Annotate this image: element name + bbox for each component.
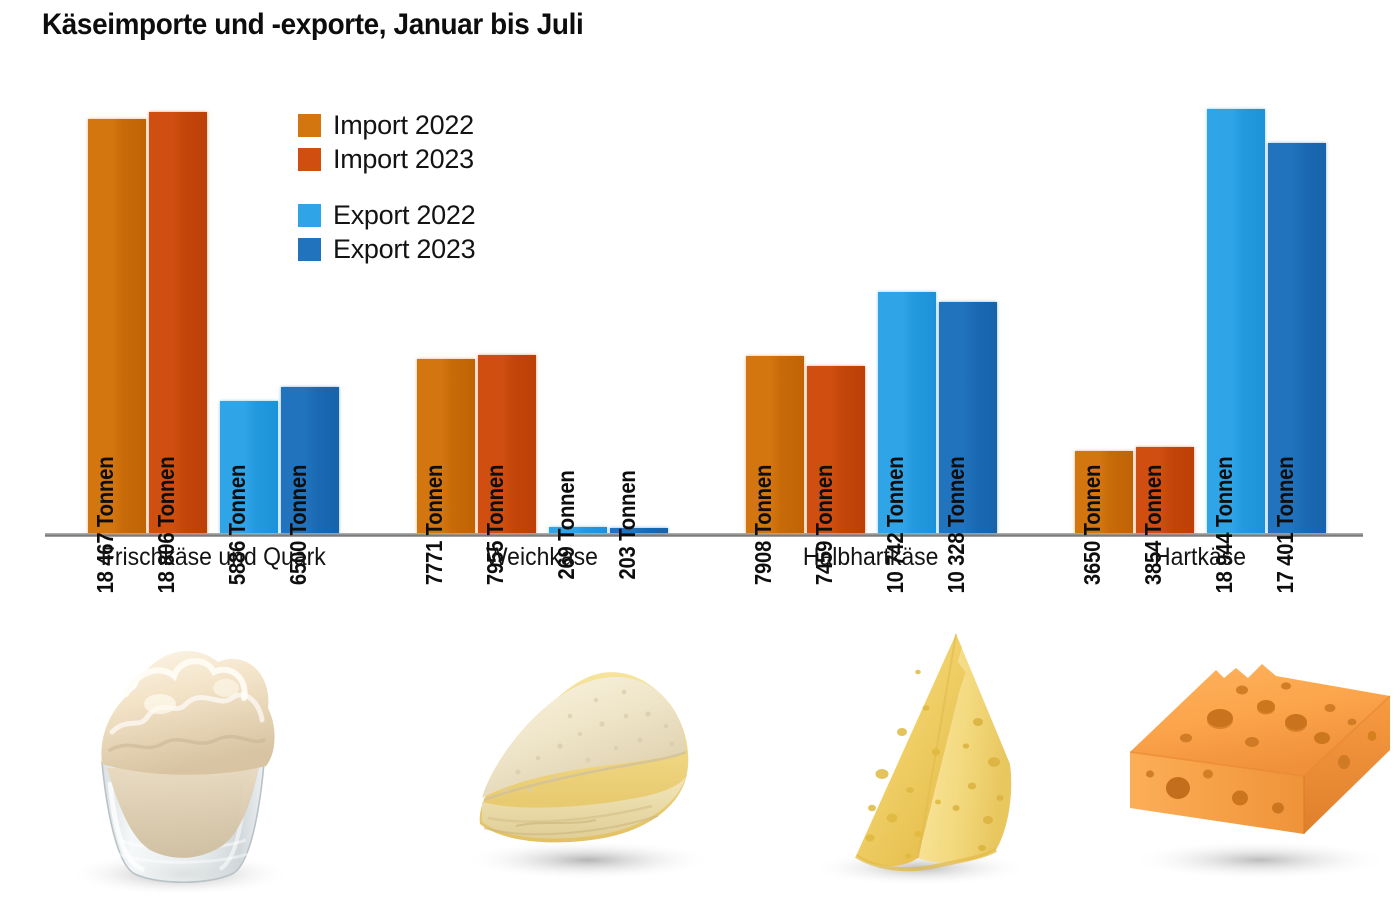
category-label: Weichkäse bbox=[485, 543, 599, 571]
bar[interactable] bbox=[220, 401, 278, 533]
bar[interactable] bbox=[1075, 451, 1133, 533]
legend-label-export-2023: Export 2023 bbox=[333, 233, 476, 264]
legend-swatch-export-2023 bbox=[298, 237, 321, 261]
bar[interactable] bbox=[417, 359, 475, 533]
legend-swatch-export-2022 bbox=[298, 203, 321, 227]
category-label: Halbhartkäse bbox=[803, 543, 939, 571]
bar[interactable] bbox=[1268, 143, 1326, 533]
legend-item-export-2022[interactable]: Export 2022 bbox=[298, 198, 528, 232]
category-label: Frischkäse und Quark bbox=[100, 543, 326, 571]
bar[interactable] bbox=[281, 387, 339, 533]
bar[interactable] bbox=[610, 528, 668, 533]
legend-label-import-2022: Import 2022 bbox=[333, 109, 474, 140]
bar[interactable] bbox=[1207, 109, 1265, 533]
legend-label-import-2023: Import 2023 bbox=[333, 143, 474, 174]
legend-item-import-2023[interactable]: Import 2023 bbox=[298, 142, 528, 176]
legend-swatch-import-2023 bbox=[298, 147, 321, 171]
bar[interactable] bbox=[549, 527, 607, 533]
bar[interactable] bbox=[746, 356, 804, 533]
bar[interactable] bbox=[878, 292, 936, 533]
legend: Import 2022 Import 2023 Export 2022 Expo… bbox=[298, 108, 528, 266]
weichkaese-photo bbox=[420, 612, 750, 910]
photo-strip bbox=[0, 612, 1400, 910]
legend-spacer bbox=[298, 176, 528, 198]
bar[interactable] bbox=[88, 119, 146, 533]
legend-item-export-2023[interactable]: Export 2023 bbox=[298, 232, 528, 266]
category-label: Hartkäse bbox=[1153, 543, 1247, 571]
halbhartkaese-photo bbox=[760, 612, 1090, 910]
bar[interactable] bbox=[1136, 447, 1194, 533]
frischkaese-quark-photo bbox=[40, 612, 370, 910]
bar[interactable] bbox=[939, 302, 997, 533]
bar[interactable] bbox=[807, 366, 865, 533]
legend-swatch-import-2022 bbox=[298, 113, 321, 137]
legend-label-export-2022: Export 2022 bbox=[333, 199, 476, 230]
x-axis-line bbox=[45, 533, 1363, 537]
bar[interactable] bbox=[149, 112, 207, 533]
hartkaese-photo bbox=[1090, 612, 1400, 910]
bar[interactable] bbox=[478, 355, 536, 533]
legend-item-import-2022[interactable]: Import 2022 bbox=[298, 108, 528, 142]
page-title: Käseimporte und -exporte, Januar bis Jul… bbox=[42, 8, 584, 41]
bar-chart: 18 467 Tonnen 18 806 Tonnen 5886 Tonnen 650… bbox=[45, 108, 1363, 593]
